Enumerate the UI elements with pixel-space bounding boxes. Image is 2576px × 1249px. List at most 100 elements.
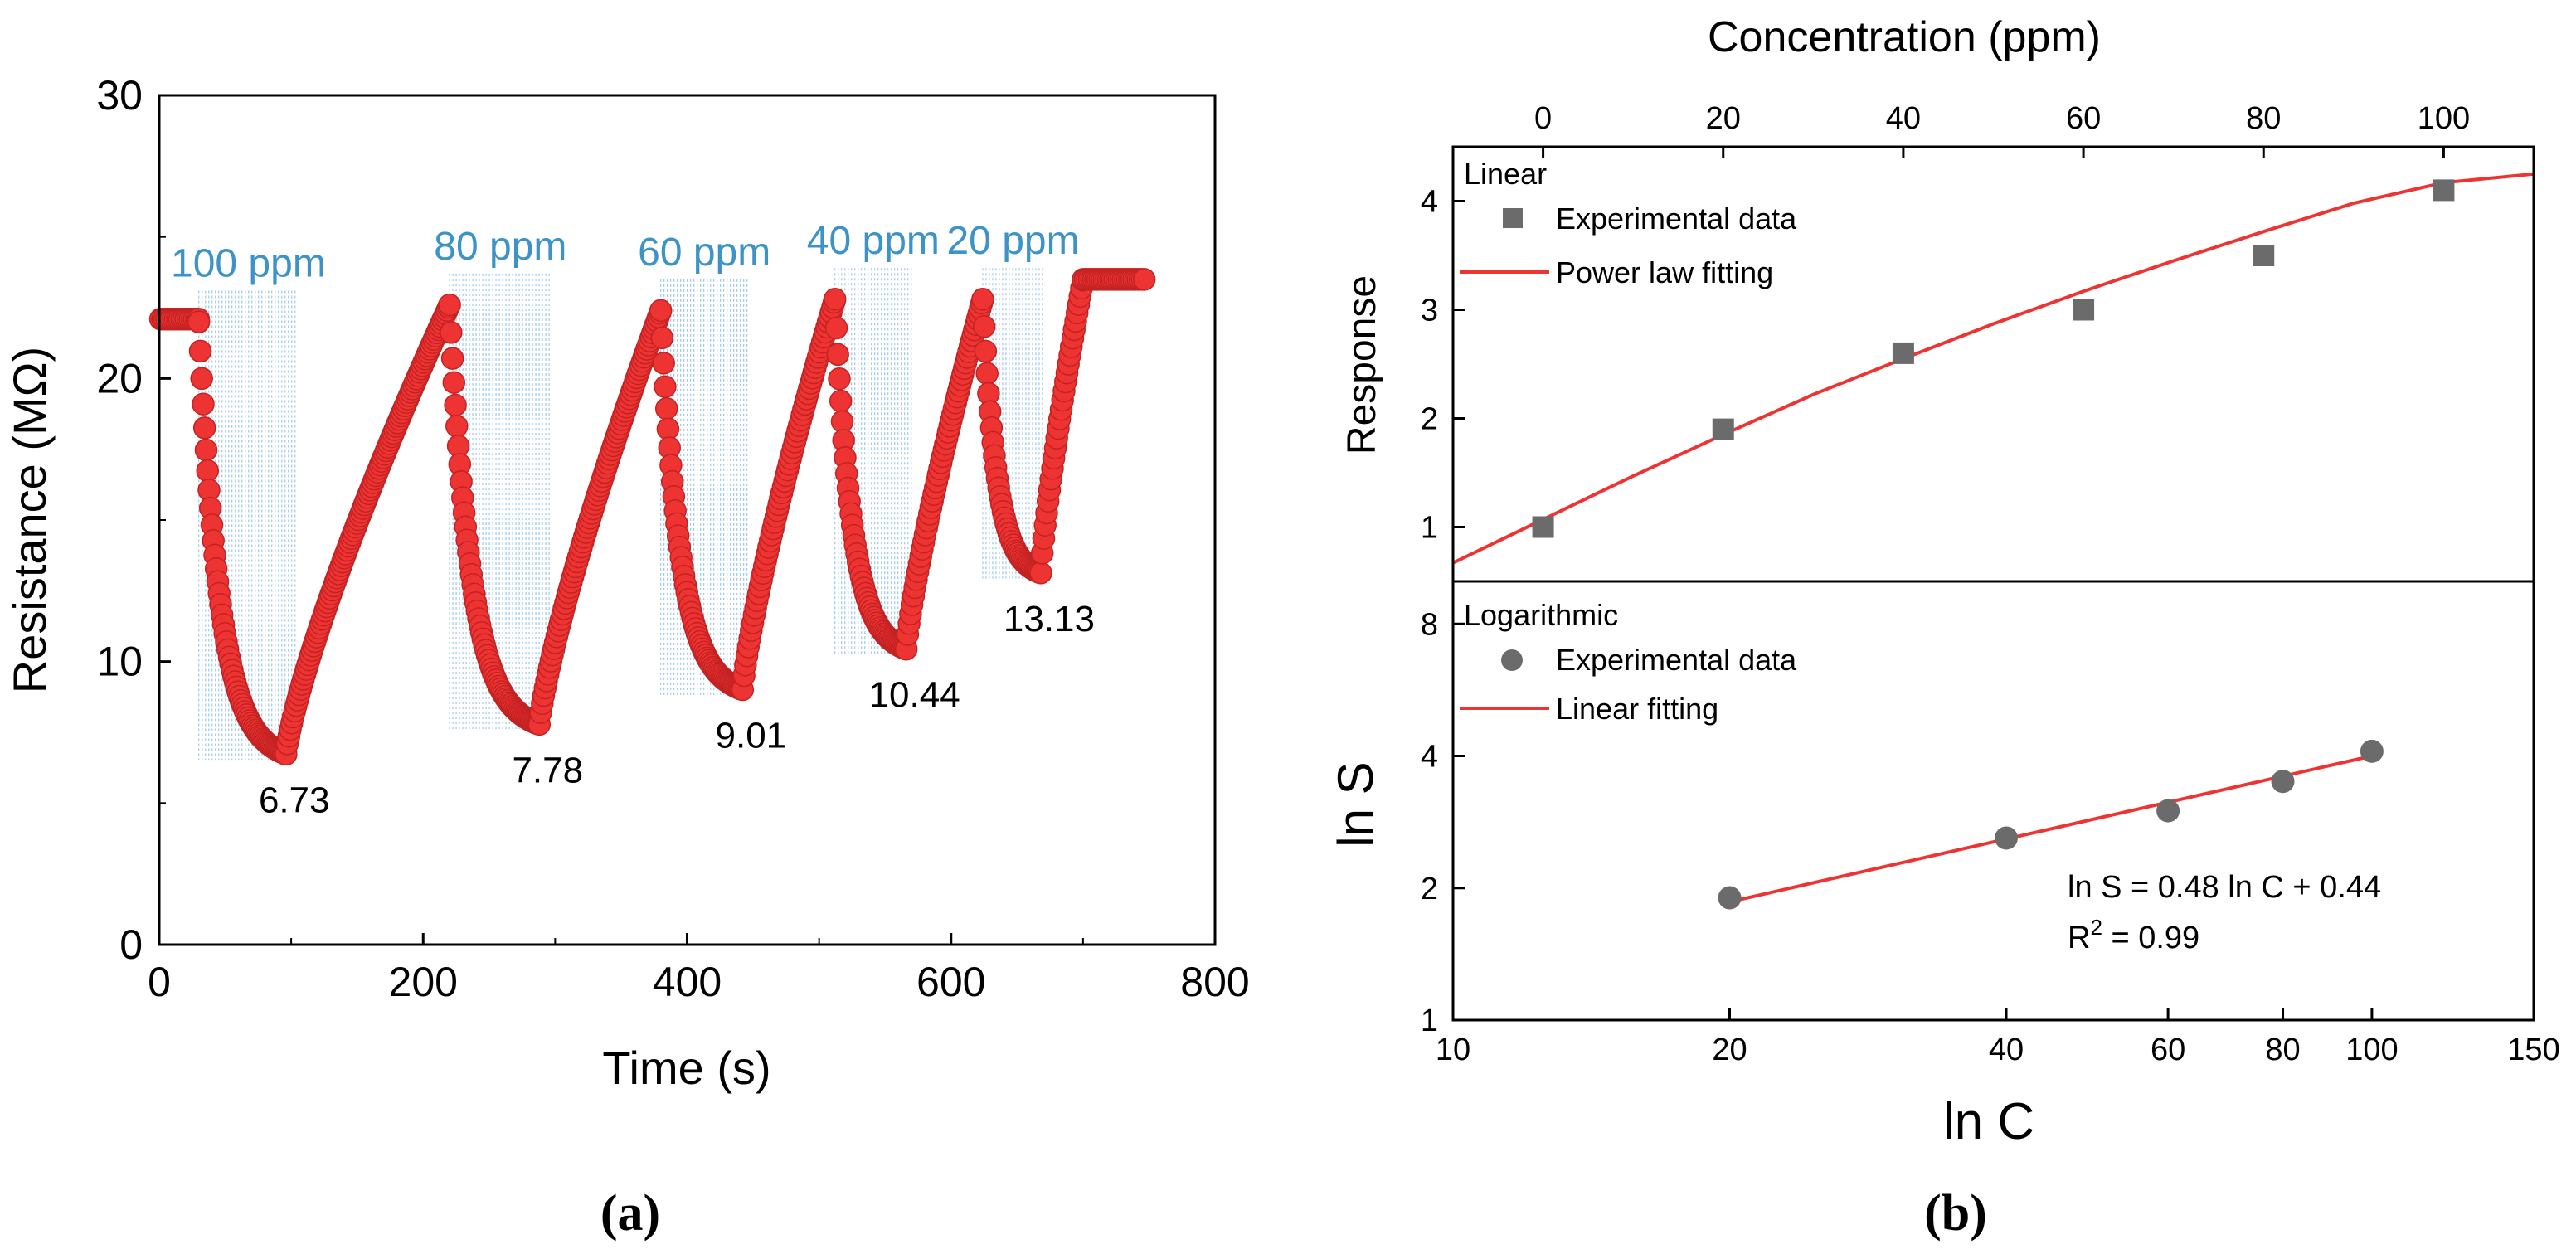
bb-linear-fit-line — [1729, 754, 2373, 904]
a-curve-point — [187, 310, 211, 333]
a-curve-point — [824, 316, 848, 340]
b-plot-frame — [1451, 145, 2535, 1022]
a-curve-point — [828, 367, 851, 391]
bt-y-ticks: 1 2 3 4 — [1421, 185, 1465, 546]
bt-y-tick-label: 3 — [1421, 294, 1438, 328]
a-curve-point — [188, 339, 212, 363]
bb-legend-experimental: Experimental data — [1556, 643, 1797, 677]
a-curve-point — [975, 362, 999, 386]
bb-experimental-points — [1718, 739, 2384, 910]
bb-x-tick-label: 20 — [1712, 1033, 1747, 1067]
bt-experimental-points — [1532, 179, 2455, 538]
a-x-axis-label: Time (s) — [602, 1042, 770, 1094]
bb-data-circle — [2156, 799, 2180, 823]
bt-legend: Experimental data Power law fitting — [1460, 202, 1797, 289]
a-caption: (a) — [600, 1185, 660, 1242]
a-curve-point — [190, 367, 213, 391]
bt-x-tick-label: 80 — [2246, 101, 2281, 136]
bt-data-square — [1532, 516, 1554, 538]
bb-x-tick-label: 40 — [1989, 1033, 2024, 1067]
bt-fit-curve — [1452, 172, 2535, 565]
bb-r-squared-prefix: R — [2068, 921, 2090, 955]
a-resistance-curve — [148, 268, 1156, 766]
bb-data-circle — [1718, 886, 1742, 910]
a-curve-point — [654, 375, 677, 399]
a-y-tick-label: 20 — [96, 355, 143, 401]
bt-x-tick-label: 0 — [1534, 101, 1552, 136]
a-curve-point — [1029, 561, 1052, 585]
bb-x-axis-label: ln C — [1943, 1093, 2034, 1150]
bb-panel-label: Logarithmic — [1464, 598, 1618, 632]
a-concentration-label: 60 ppm — [638, 231, 770, 275]
b-top-linear-panel: 0 20 40 60 80 100 1 2 3 4 Concentration (ppm) Re… — [1340, 13, 2535, 565]
a-x-tick-label: 0 — [148, 959, 171, 1005]
a-curve-point — [194, 438, 218, 462]
a-exposure-shades — [198, 268, 1043, 761]
b-caption: (b) — [1924, 1185, 1987, 1242]
a-concentration-label: 100 ppm — [171, 241, 326, 285]
a-x-tick-label: 400 — [653, 959, 722, 1005]
a-curve-point — [649, 299, 673, 323]
a-curve-point — [826, 343, 849, 367]
bb-y-ticks: 1 2 4 8 — [1421, 607, 1465, 1038]
a-curve-point — [1132, 268, 1156, 291]
bb-data-circle — [2360, 739, 2384, 763]
bb-fit-equation: ln S = 0.48 ln C + 0.44 — [2068, 870, 2381, 905]
panel-a-resistance-chart: 0 200 400 600 800 0 10 20 30 100 ppm 80 ppm 60 pp… — [3, 72, 1250, 1242]
a-curve-point — [829, 389, 853, 413]
bt-power-law-fit-line — [1452, 172, 2535, 565]
bt-x-tick-label: 60 — [2066, 101, 2101, 136]
bt-x-tick-label: 100 — [2418, 101, 2470, 136]
bb-data-circle — [1995, 826, 2019, 850]
bb-x-tick-label: 150 — [2507, 1033, 2559, 1067]
a-curve-point — [440, 321, 463, 344]
bt-y-axis-label: Response — [1340, 275, 1384, 454]
bt-legend-square-marker — [1503, 208, 1523, 228]
a-curve-point — [823, 288, 847, 311]
bt-data-square — [1712, 418, 1734, 440]
bb-legend-fit: Linear fitting — [1556, 692, 1718, 726]
bb-y-tick-label: 8 — [1421, 607, 1438, 642]
a-concentration-label: 80 ppm — [434, 225, 566, 269]
a-min-value-label: 10.44 — [869, 675, 960, 716]
a-curve-point — [972, 315, 996, 338]
a-data-labels: 100 ppm 80 ppm 60 ppm 40 ppm 20 ppm 6.73 7.78 9… — [171, 219, 1095, 820]
a-x-tick-label: 200 — [389, 959, 458, 1005]
bb-y-tick-label: 4 — [1421, 740, 1438, 775]
a-y-tick-label: 10 — [96, 639, 143, 685]
bt-panel-label: Linear — [1464, 157, 1547, 191]
a-x-tick-label: 600 — [916, 959, 985, 1005]
bt-y-tick-label: 1 — [1421, 511, 1438, 546]
bt-data-square — [2433, 179, 2455, 202]
bb-r-squared-sup: 2 — [2090, 915, 2102, 940]
a-min-value-label: 13.13 — [1004, 599, 1095, 639]
bt-y-tick-label: 4 — [1421, 185, 1438, 220]
a-curve-point — [192, 392, 215, 416]
a-curve-point — [971, 288, 994, 311]
a-curve-point — [196, 459, 219, 483]
a-curve-point — [442, 371, 466, 394]
a-min-value-label: 6.73 — [259, 780, 330, 820]
bb-x-ticks: 10 20 40 60 80 100 150 — [1436, 1008, 2560, 1067]
bt-data-square — [1892, 342, 1914, 364]
bb-fit-line-segment — [1729, 754, 2373, 904]
a-concentration-label: 20 ppm — [946, 219, 1079, 263]
panel-b-response-chart: 0 20 40 60 80 100 1 2 3 4 Concentration (ppm) Re… — [1328, 13, 2560, 1242]
a-x-tick-label: 800 — [1180, 959, 1249, 1005]
a-curve-point — [650, 326, 674, 350]
a-curve-point — [444, 393, 467, 417]
bb-data-circle — [2271, 770, 2295, 794]
bt-legend-experimental: Experimental data — [1556, 202, 1797, 236]
a-curve-point — [652, 352, 675, 375]
a-curve-point — [440, 347, 464, 370]
bb-r-squared-suffix: = 0.99 — [2102, 921, 2199, 955]
bb-y-tick-label: 2 — [1421, 872, 1438, 906]
bb-y-axis-label: ln S — [1328, 761, 1383, 847]
bt-top-x-ticks: 0 20 40 60 80 100 — [1534, 101, 2470, 158]
bt-x-tick-label: 20 — [1706, 101, 1741, 136]
bb-legend: Experimental data Linear fitting — [1460, 643, 1797, 726]
bt-legend-fit: Power law fitting — [1556, 255, 1773, 289]
bb-x-tick-label: 60 — [2151, 1033, 2185, 1067]
a-y-tick-label: 0 — [119, 921, 143, 968]
